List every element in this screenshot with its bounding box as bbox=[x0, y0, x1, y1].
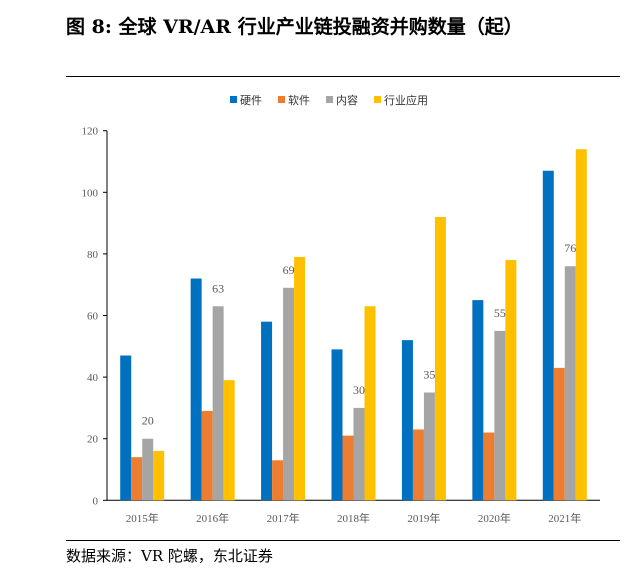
chart-title: 图 8: 全球 VR/AR 行业产业链投融资并购数量（起） bbox=[66, 16, 523, 38]
data-label: 69 bbox=[283, 263, 295, 277]
bar-软件-2018年 bbox=[342, 435, 354, 501]
bar-软件-2020年 bbox=[483, 432, 495, 501]
bar-内容-2020年 bbox=[494, 330, 506, 501]
bar-软件-2019年 bbox=[412, 429, 424, 501]
bar-行业应用-2016年 bbox=[223, 380, 235, 501]
bar-行业应用-2018年 bbox=[364, 306, 376, 501]
bar-硬件-2018年 bbox=[331, 349, 343, 501]
bar-行业应用-2015年 bbox=[153, 451, 165, 501]
y-tick-label: 40 bbox=[87, 372, 99, 384]
y-tick-label: 60 bbox=[87, 311, 99, 323]
x-tick-label: 2021年 bbox=[548, 511, 581, 525]
data-label: 20 bbox=[142, 414, 154, 428]
legend-swatch bbox=[326, 96, 333, 103]
legend-label: 内容 bbox=[336, 93, 358, 107]
bar-行业应用-2017年 bbox=[294, 256, 306, 501]
bar-硬件-2019年 bbox=[401, 340, 413, 501]
y-tick-label: 120 bbox=[82, 126, 99, 138]
bar-内容-2016年 bbox=[212, 306, 224, 501]
x-tick-label: 2015年 bbox=[126, 511, 159, 525]
data-label: 35 bbox=[423, 368, 435, 382]
bar-内容-2017年 bbox=[283, 287, 295, 501]
x-tick-label: 2016年 bbox=[196, 511, 229, 525]
source-divider bbox=[66, 540, 620, 541]
x-tick-label: 2020年 bbox=[478, 511, 511, 525]
legend-swatch bbox=[374, 96, 381, 103]
bar-硬件-2016年 bbox=[190, 278, 202, 501]
legend-label: 软件 bbox=[288, 93, 310, 107]
bar-内容-2021年 bbox=[564, 266, 576, 501]
y-tick-label: 20 bbox=[87, 434, 99, 446]
legend-label: 行业应用 bbox=[384, 93, 428, 107]
y-tick-label: 0 bbox=[93, 495, 99, 507]
data-label: 30 bbox=[353, 383, 365, 397]
bar-软件-2021年 bbox=[553, 367, 565, 501]
bar-行业应用-2020年 bbox=[505, 260, 517, 501]
bar-硬件-2021年 bbox=[542, 170, 554, 501]
bar-行业应用-2021年 bbox=[575, 149, 587, 501]
bar-软件-2015年 bbox=[131, 457, 143, 501]
x-tick-label: 2017年 bbox=[267, 511, 300, 525]
data-label: 63 bbox=[212, 281, 224, 295]
x-tick-label: 2018年 bbox=[337, 511, 370, 525]
bar-硬件-2017年 bbox=[261, 321, 273, 501]
bar-硬件-2020年 bbox=[472, 300, 484, 501]
y-tick-label: 80 bbox=[87, 249, 99, 261]
legend-label: 硬件 bbox=[240, 94, 262, 107]
source-note: 数据来源：VR 陀螺，东北证券 bbox=[66, 547, 273, 565]
bar-行业应用-2019年 bbox=[434, 216, 446, 501]
bar-硬件-2015年 bbox=[120, 355, 132, 501]
bar-软件-2017年 bbox=[272, 460, 284, 501]
legend-swatch bbox=[230, 96, 237, 103]
bar-软件-2016年 bbox=[201, 410, 213, 501]
x-tick-label: 2019年 bbox=[407, 511, 440, 525]
bar-内容-2015年 bbox=[142, 438, 154, 501]
bar-内容-2018年 bbox=[353, 407, 365, 501]
legend-swatch bbox=[278, 96, 285, 103]
data-label: 55 bbox=[494, 306, 506, 320]
title-divider bbox=[66, 76, 620, 77]
data-label: 76 bbox=[564, 241, 576, 255]
y-tick-label: 100 bbox=[82, 187, 99, 199]
bar-内容-2019年 bbox=[423, 392, 435, 501]
